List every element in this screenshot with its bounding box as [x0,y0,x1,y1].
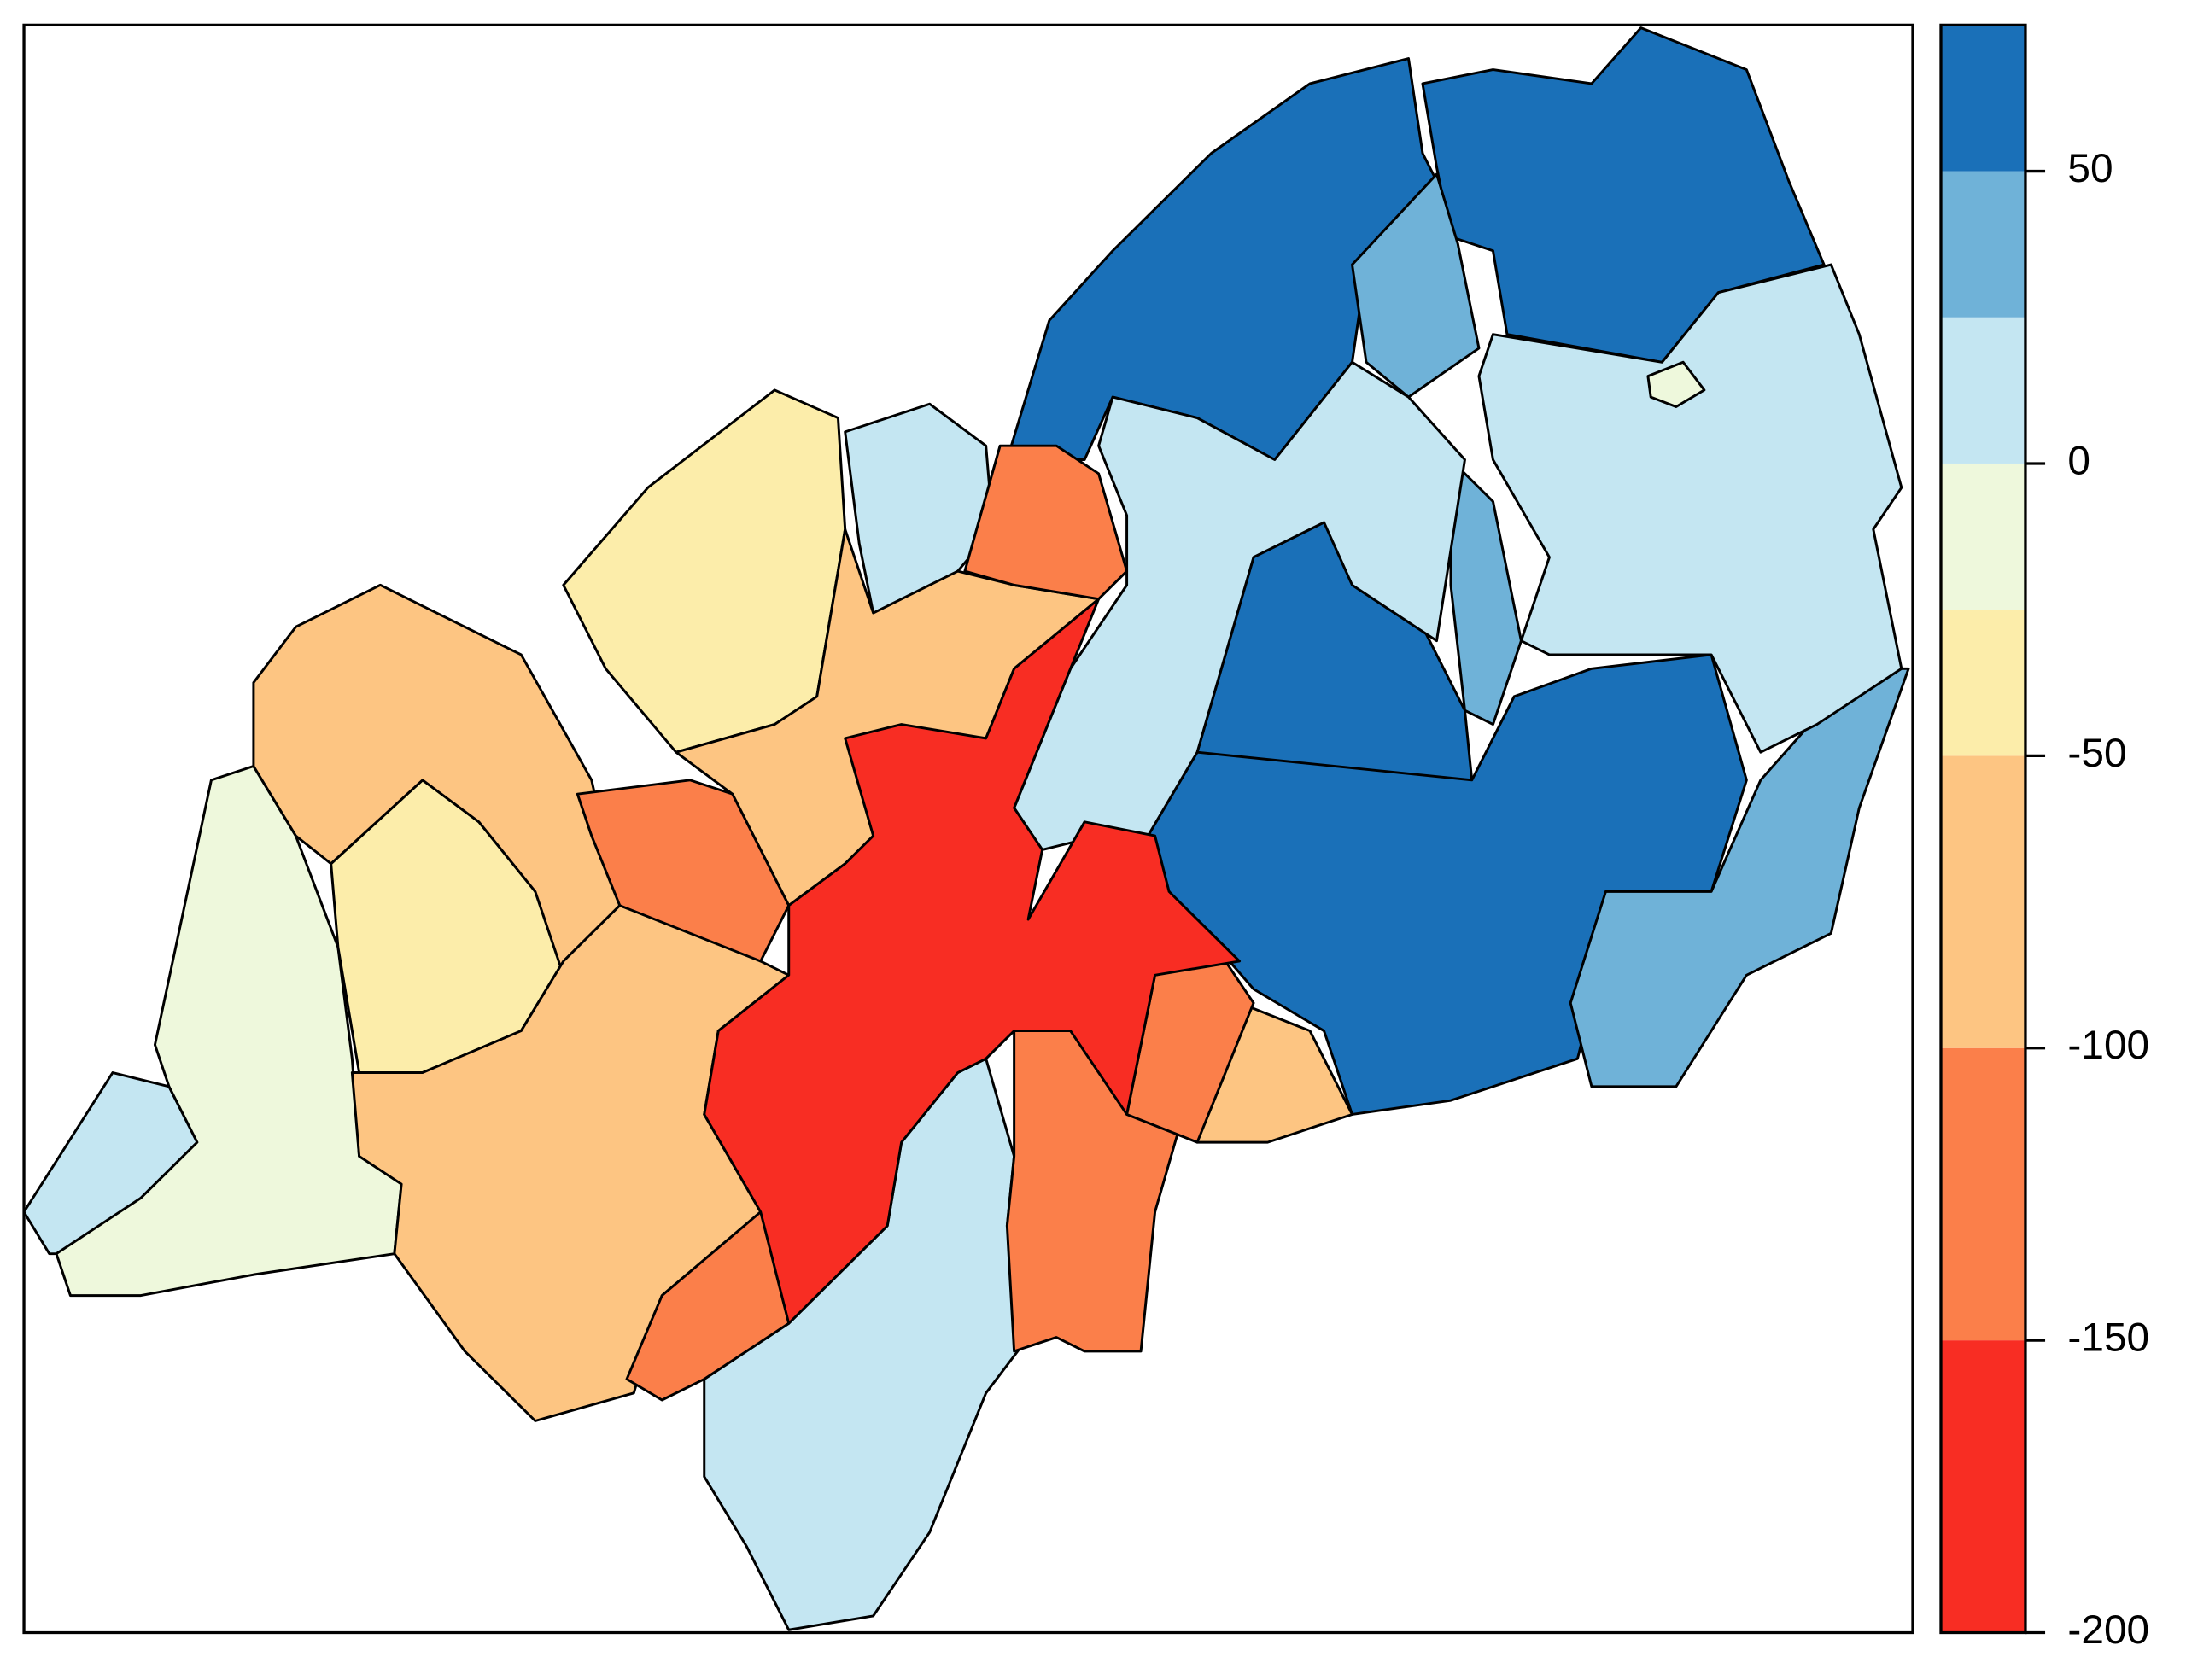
colorbar-bin [1940,610,2025,756]
region [1449,458,1523,726]
colorbar-bin [1940,1047,2025,1341]
region [1477,263,1903,754]
colorbar-bin [1940,171,2025,318]
colorbar-bin [1940,755,2025,1048]
region [1569,667,1910,1088]
colorbar-tick-label: -150 [2067,1315,2149,1361]
colorbar-tick-label: 0 [2067,439,2090,484]
colorbar-bin [1940,1340,2025,1633]
colorbar-tick-label: 50 [2067,146,2113,191]
colorbar-bin [1940,317,2025,464]
regions [22,26,1910,1631]
region [252,583,622,977]
region [703,598,1242,1325]
colorbar-frame [1939,23,2027,1635]
colorbar-tick-label: -50 [2067,731,2126,776]
colorbar: -200 -150 -100 -50 0 50 [1939,23,2149,1653]
colorbar-bin [1940,25,2025,172]
colorbar-tick-label: -200 [2067,1607,2149,1653]
region [963,444,1129,601]
region [1646,360,1706,408]
region [576,779,791,963]
colorbar-bin [1940,463,2025,610]
colorbar-tick-label: -100 [2067,1023,2149,1068]
region [1351,172,1481,399]
